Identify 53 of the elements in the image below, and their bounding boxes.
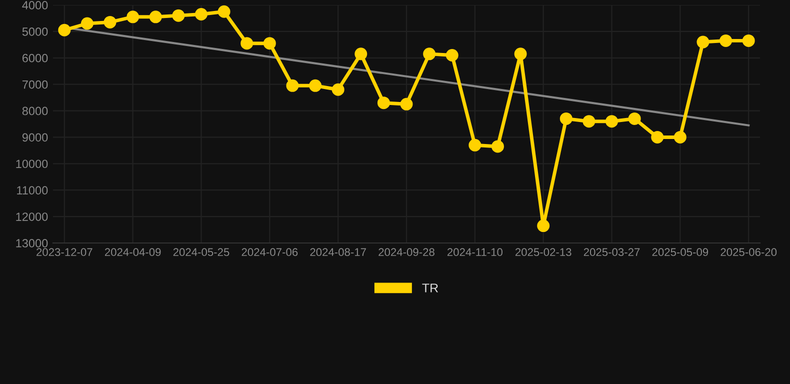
y-tick-label: 5000 <box>22 27 48 36</box>
x-tick-label: 2024-11-10 <box>447 248 502 256</box>
point <box>400 98 413 110</box>
point <box>720 34 732 47</box>
point <box>606 115 618 128</box>
point <box>263 37 276 50</box>
point <box>194 8 208 21</box>
point <box>560 112 572 125</box>
point <box>149 10 162 24</box>
y-tick-label: 6000 <box>22 54 48 62</box>
point <box>332 83 344 96</box>
y-tick-label: 13000 <box>16 239 48 248</box>
point <box>172 9 185 22</box>
y-tick-label: 7000 <box>22 80 48 89</box>
point <box>582 115 596 128</box>
point <box>651 130 664 144</box>
x-tick-label: 2024-09-28 <box>378 248 434 256</box>
point <box>674 130 686 144</box>
x-tick-label: 2025-05-09 <box>652 248 708 256</box>
x-tick-label: 2023-12-07 <box>36 248 92 256</box>
x-tick-label: 2025-03-27 <box>584 248 640 256</box>
point <box>696 36 710 48</box>
legend-label: TR <box>422 284 438 292</box>
point <box>537 220 550 232</box>
point <box>514 48 527 60</box>
point <box>628 112 641 125</box>
x-tick-label: 2024-07-06 <box>242 248 298 256</box>
x-tick-label: 2024-04-09 <box>104 248 161 256</box>
point <box>423 48 436 60</box>
point <box>58 24 71 36</box>
point <box>377 96 390 110</box>
point <box>446 48 458 62</box>
y-tick-label: 8000 <box>22 106 48 116</box>
y-tick-label: 10000 <box>16 160 48 168</box>
x-tick-label: 2025-06-20 <box>720 248 777 256</box>
point <box>491 140 504 153</box>
y-tick-label: 11000 <box>17 186 48 195</box>
point <box>309 79 322 92</box>
point <box>240 37 254 50</box>
point <box>218 5 230 18</box>
y-tick-label: 4000 <box>22 1 48 10</box>
x-tick-label: 2025-02-13 <box>515 248 572 256</box>
point <box>104 16 116 28</box>
point <box>80 17 94 30</box>
point <box>126 10 140 24</box>
x-tick-label: 2024-05-25 <box>173 248 230 256</box>
point <box>286 79 299 92</box>
point <box>468 138 482 152</box>
y-tick-label: 12000 <box>16 212 48 221</box>
y-tick-label: 9000 <box>22 133 48 142</box>
point <box>742 34 755 47</box>
point <box>354 48 368 60</box>
x-tick-label: 2024-08-17 <box>310 248 366 256</box>
